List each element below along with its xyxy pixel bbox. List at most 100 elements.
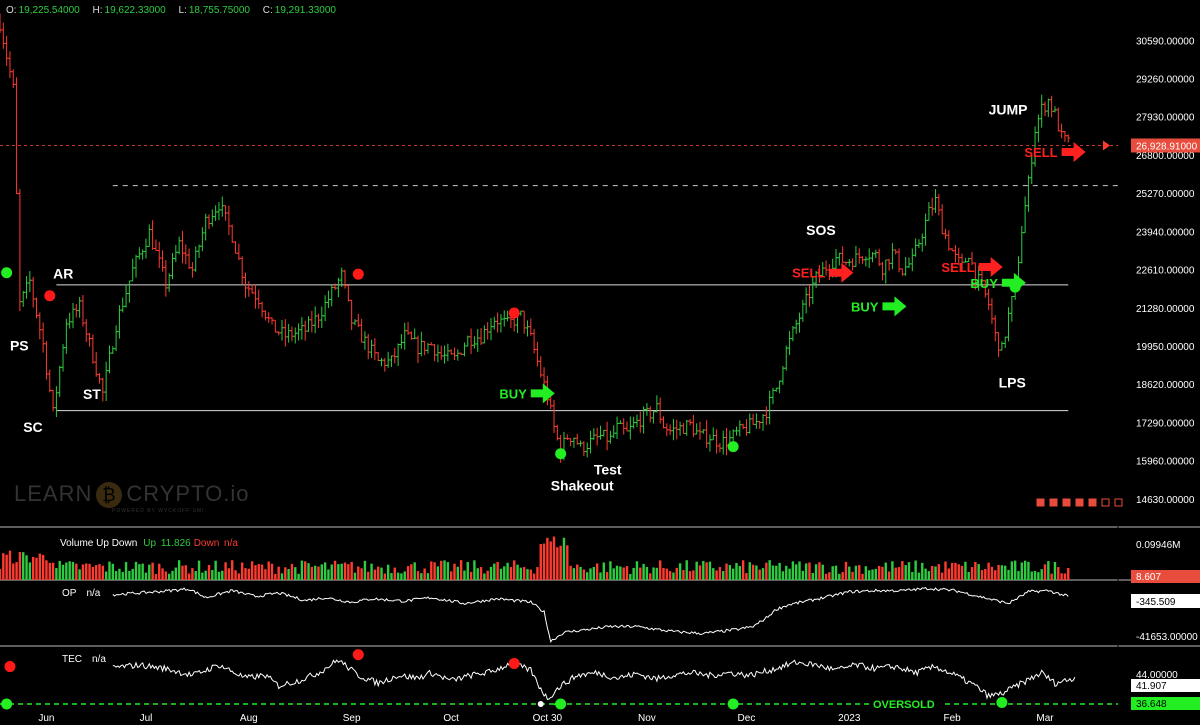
volume-bar: [274, 573, 277, 580]
price-tick-label: 25270.00000: [1136, 189, 1195, 200]
ohlc-bar: [187, 248, 192, 270]
ohlc-bar: [986, 288, 991, 310]
signal-label-sell: SELL: [792, 266, 825, 281]
ohlc-bar: [77, 296, 82, 318]
ohlc-bar: [877, 248, 882, 266]
ohlc-bar: [376, 351, 381, 361]
tec-panel-title: TEC n/a: [62, 654, 106, 665]
volume-bar: [453, 563, 456, 580]
volume-bar: [446, 562, 450, 580]
volume-value-tag: [1131, 570, 1200, 583]
x-axis-label: Feb: [944, 713, 962, 724]
volume-bar: [838, 573, 841, 580]
ohlc-bar: [591, 428, 596, 440]
close-value: 19,291.33000: [274, 5, 336, 16]
volume-bar: [781, 571, 785, 580]
volume-bar: [297, 573, 300, 580]
volume-bar: [997, 564, 1000, 580]
ohlc-bar: [887, 258, 892, 271]
ohlc-bar: [906, 257, 911, 269]
volume-down-label: Down: [193, 538, 220, 549]
tec-tick-label: 44.00000: [1136, 670, 1178, 681]
signal-arrow-icon: [1061, 142, 1086, 163]
op-panel-title: OP n/a: [62, 588, 100, 599]
volume-bar: [562, 537, 566, 580]
volume-bar: [197, 560, 201, 580]
volume-bar: [111, 563, 114, 580]
volume-bar: [765, 562, 768, 580]
volume-bar: [207, 565, 211, 580]
ohlc-bar: [601, 429, 606, 437]
volume-bar: [154, 573, 158, 580]
ohlc-bar: [1006, 307, 1011, 342]
ohlc-bar: [445, 343, 450, 362]
ohlc-bar: [432, 343, 437, 362]
op-value-tag: [1131, 594, 1200, 608]
ohlc-bar: [263, 310, 268, 321]
volume-bar: [489, 566, 493, 580]
volume-bar: [426, 573, 430, 580]
volume-bar: [164, 571, 168, 580]
volume-bar: [768, 560, 771, 580]
volume-bar: [436, 566, 440, 580]
open-label: O:: [6, 5, 17, 16]
high-label: H:: [92, 5, 103, 16]
volume-bar: [337, 564, 340, 580]
ohlc-bar: [800, 299, 805, 322]
ohlc-bar: [379, 357, 384, 367]
volume-bar: [204, 570, 207, 580]
volume-bar: [795, 564, 798, 580]
volume-bar: [277, 566, 280, 580]
volume-bar: [970, 567, 974, 580]
volume-bar: [81, 564, 85, 580]
ohlc-bar: [236, 243, 241, 261]
volume-bar: [221, 570, 224, 580]
volume-bar: [1000, 565, 1004, 580]
ohlc-bar: [293, 327, 298, 344]
volume-bar: [496, 561, 499, 580]
ohlc-bar: [260, 301, 265, 318]
volume-bar: [15, 562, 18, 580]
ohlc-bar: [396, 343, 401, 366]
ohlc-bar: [913, 238, 918, 257]
volume-bar: [741, 560, 745, 580]
volume-bar: [65, 562, 68, 580]
ohlc-bar: [853, 245, 858, 267]
ohlc-bar: [883, 259, 888, 284]
ohlc-bar: [462, 342, 467, 357]
volume-bar: [622, 567, 625, 580]
volume-bar: [440, 560, 443, 580]
high-value: 19,622.33000: [104, 5, 166, 16]
ohlc-bar: [488, 318, 493, 341]
volume-bar: [745, 573, 748, 580]
volume-bar: [785, 565, 788, 580]
volume-bar: [546, 537, 549, 580]
ohlc-bar: [704, 420, 709, 448]
ohlc-bar: [714, 429, 719, 454]
ohlc-bar: [299, 317, 304, 340]
ohlc-bar: [94, 352, 99, 377]
volume-bar: [848, 566, 851, 580]
ohlc-bar: [764, 406, 769, 425]
volume-bar: [158, 563, 161, 580]
volume-bar: [48, 562, 51, 580]
volume-bar: [118, 568, 121, 580]
volume-bar: [960, 565, 964, 580]
volume-bar: [410, 564, 413, 580]
signal-dot-red: [508, 307, 520, 319]
ohlc-bar: [890, 243, 895, 270]
ohlc-bar: [289, 326, 294, 342]
volume-bar: [370, 563, 373, 580]
volume-bar: [347, 564, 350, 580]
volume-bar: [672, 572, 675, 580]
ohlc-bar: [747, 413, 752, 434]
signal-label-sell: SELL: [1024, 145, 1057, 160]
ohlc-bar: [24, 276, 29, 299]
volume-bar: [967, 572, 970, 580]
annotation-label: PS: [10, 337, 29, 353]
volume-bar: [685, 560, 688, 580]
volume-bar: [264, 569, 267, 580]
annotation-label: SC: [23, 419, 42, 435]
volume-bar: [924, 568, 927, 580]
